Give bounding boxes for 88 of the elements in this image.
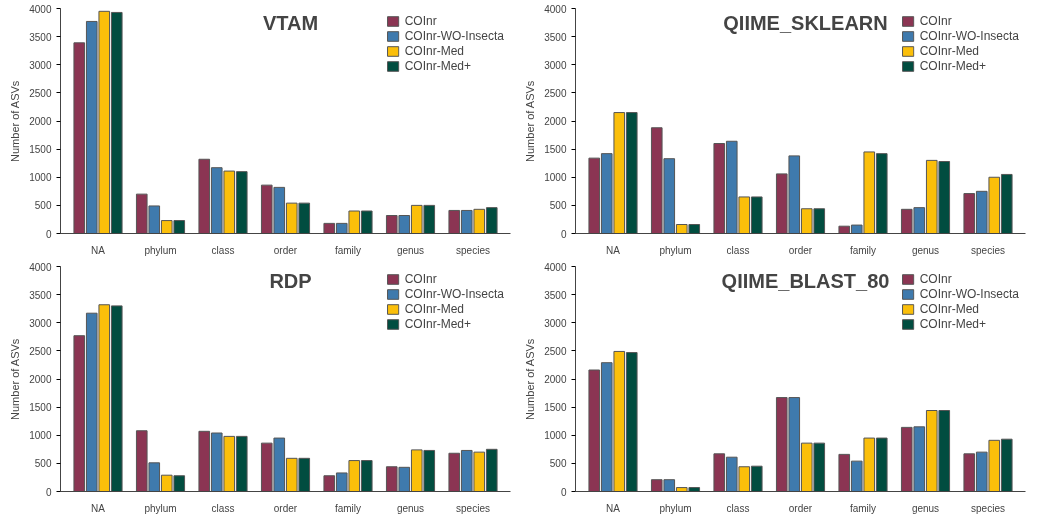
- y-tick-label: 1500: [29, 144, 52, 156]
- y-axis-title: Number of ASVs: [524, 80, 537, 162]
- x-tick-label: family: [334, 502, 362, 514]
- x-tick-label: class: [211, 244, 235, 256]
- x-tick-label: phylum: [659, 244, 692, 256]
- legend-label: COInr: [919, 14, 952, 28]
- y-axis-title: Number of ASVs: [9, 80, 22, 162]
- y-tick-label: 1500: [544, 402, 567, 414]
- legend-label: COInr: [919, 272, 952, 286]
- y-tick-label: 3000: [544, 317, 567, 329]
- x-tick-label: order: [788, 502, 813, 514]
- y-tick-label: 4000: [544, 3, 567, 15]
- y-tick-label: 1500: [29, 402, 52, 414]
- y-tick-label: 3000: [29, 59, 52, 71]
- x-tick-label: class: [211, 502, 235, 514]
- y-tick-label: 4000: [29, 261, 52, 273]
- y-tick-label: 0: [45, 228, 52, 240]
- x-tick-label: class: [726, 244, 750, 256]
- y-tick-label: 4000: [544, 261, 567, 273]
- chart-title: QIIME_SKLEARN: [723, 11, 888, 34]
- y-axis-title: Number of ASVs: [9, 338, 22, 420]
- y-tick-label: 1000: [29, 172, 52, 184]
- y-tick-label: 2500: [544, 345, 567, 357]
- legend-label: COInr: [404, 14, 437, 28]
- y-tick-label: 2000: [29, 374, 52, 385]
- y-tick-label: 2000: [544, 374, 567, 385]
- x-tick-label: phylum: [144, 502, 177, 514]
- legend-label: COInr-Med: [919, 44, 979, 58]
- x-tick-label: NA: [91, 244, 106, 256]
- y-tick-label: 2500: [29, 87, 52, 99]
- legend-label: COInr-WO-Insecta: [404, 29, 504, 43]
- y-tick-label: 1000: [544, 172, 567, 184]
- chart-title: VTAM: [262, 11, 319, 34]
- y-tick-label: 0: [560, 486, 567, 498]
- x-tick-label: phylum: [144, 244, 177, 256]
- x-tick-label: genus: [911, 244, 940, 256]
- legend-label: COInr-Med: [919, 302, 979, 316]
- x-tick-label: genus: [396, 502, 425, 514]
- x-tick-label: NA: [606, 502, 621, 514]
- y-tick-label: 3000: [29, 317, 52, 329]
- y-tick-label: 0: [560, 228, 567, 240]
- y-tick-label: 1000: [544, 430, 567, 442]
- x-tick-label: order: [788, 244, 813, 256]
- y-tick-label: 2000: [544, 116, 567, 127]
- y-tick-label: 500: [34, 200, 52, 212]
- x-tick-label: species: [971, 502, 1005, 514]
- y-tick-label: 3500: [29, 289, 52, 301]
- legend-label: COInr-WO-Insecta: [404, 287, 504, 301]
- x-tick-label: family: [334, 244, 362, 256]
- x-tick-label: genus: [911, 502, 940, 514]
- x-tick-label: species: [971, 244, 1005, 256]
- y-tick-label: 3000: [544, 59, 567, 71]
- legend-label: COInr-Med+: [404, 59, 471, 73]
- x-tick-label: species: [456, 502, 490, 514]
- x-tick-label: family: [849, 502, 877, 514]
- legend-label: COInr-Med+: [404, 317, 471, 331]
- y-tick-label: 3500: [544, 31, 567, 43]
- x-tick-label: class: [726, 502, 750, 514]
- y-tick-label: 1000: [29, 430, 52, 442]
- chart-title: RDP: [269, 269, 312, 292]
- x-tick-label: species: [456, 244, 490, 256]
- y-tick-label: 2000: [29, 116, 52, 127]
- y-tick-label: 1500: [544, 144, 567, 156]
- y-tick-label: 0: [45, 486, 52, 498]
- y-tick-label: 500: [549, 200, 567, 212]
- x-tick-label: NA: [606, 244, 621, 256]
- x-tick-label: order: [273, 502, 298, 514]
- y-tick-label: 500: [34, 458, 52, 470]
- y-tick-label: 4000: [29, 3, 52, 15]
- legend-label: COInr-Med: [404, 302, 464, 316]
- legend-label: COInr-Med: [404, 44, 464, 58]
- x-tick-label: family: [849, 244, 877, 256]
- y-tick-label: 3500: [29, 31, 52, 43]
- y-tick-label: 2500: [29, 345, 52, 357]
- x-tick-label: genus: [396, 244, 425, 256]
- legend-label: COInr-WO-Insecta: [919, 29, 1019, 43]
- legend-label: COInr-WO-Insecta: [919, 287, 1019, 301]
- y-tick-label: 2500: [544, 87, 567, 99]
- x-tick-label: order: [273, 244, 298, 256]
- y-tick-label: 500: [549, 458, 567, 470]
- x-tick-label: NA: [91, 502, 106, 514]
- legend-label: COInr-Med+: [919, 317, 986, 331]
- legend-label: COInr-Med+: [919, 59, 986, 73]
- y-tick-label: 3500: [544, 289, 567, 301]
- legend-label: COInr: [404, 272, 437, 286]
- chart-title: QIIME_BLAST_80: [721, 269, 890, 292]
- x-tick-label: phylum: [659, 502, 692, 514]
- y-axis-title: Number of ASVs: [524, 338, 537, 420]
